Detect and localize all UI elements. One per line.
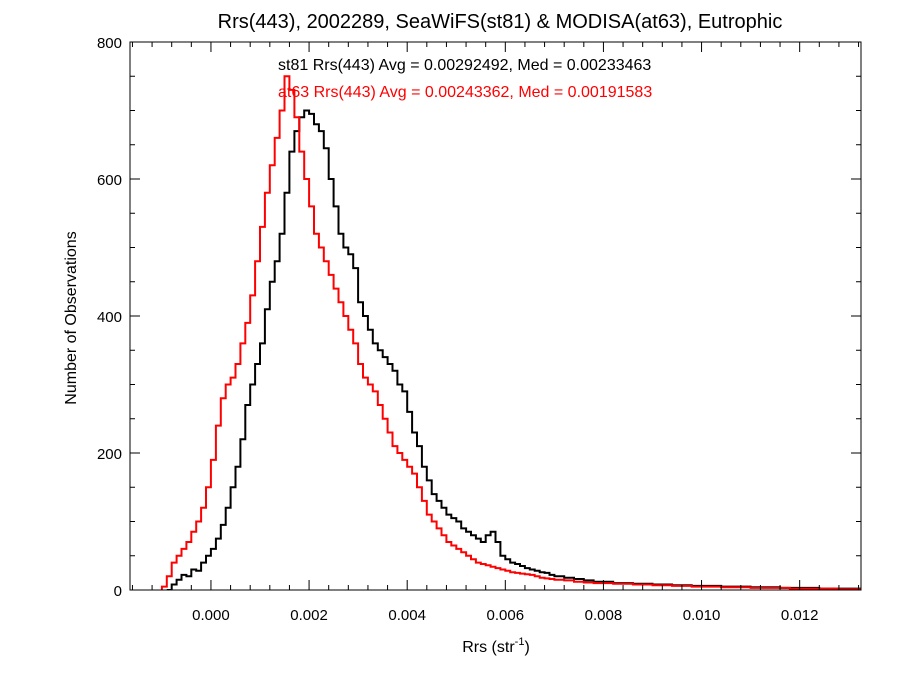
x-tick-label: 0.000: [192, 607, 230, 624]
y-tick-label: 200: [97, 446, 122, 463]
x-tick-label: 0.008: [585, 607, 623, 624]
x-axis-label-suffix: ): [524, 639, 529, 656]
axes-layer: 0.000 0.002 0.004 0.006 0.008 0.010 0.012 0 200 4…: [97, 35, 861, 624]
series-annotation-at63: at63 Rrs(443) Avg = 0.00243362, Med = 0.…: [278, 84, 652, 101]
y-tick-label: 800: [97, 35, 122, 52]
series-annotation-st81: st81 Rrs(443) Avg = 0.00292492, Med = 0.…: [278, 57, 651, 74]
x-tick-label: 0.012: [781, 607, 819, 624]
y-tick-label: 400: [97, 309, 122, 326]
x-tick-label: 0.006: [487, 607, 525, 624]
chart-title: Rrs(443), 2002289, SeaWiFS(st81) & MODIS…: [218, 11, 783, 33]
series-layer: [160, 75, 861, 590]
x-tick-label: 0.002: [290, 607, 328, 624]
y-axis-label: Number of Observations: [63, 231, 80, 404]
x-axis-label: Rrs (str-1): [462, 636, 530, 656]
y-tick-label: 600: [97, 172, 122, 189]
x-tick-label: 0.004: [388, 607, 426, 624]
histogram-series-at63: [160, 75, 861, 590]
x-tick-label: 0.010: [683, 607, 721, 624]
x-axis-label-main: Rrs (str: [462, 639, 515, 656]
y-tick-label: 0: [114, 583, 122, 600]
x-axis-label-superscript: -1: [515, 636, 525, 648]
